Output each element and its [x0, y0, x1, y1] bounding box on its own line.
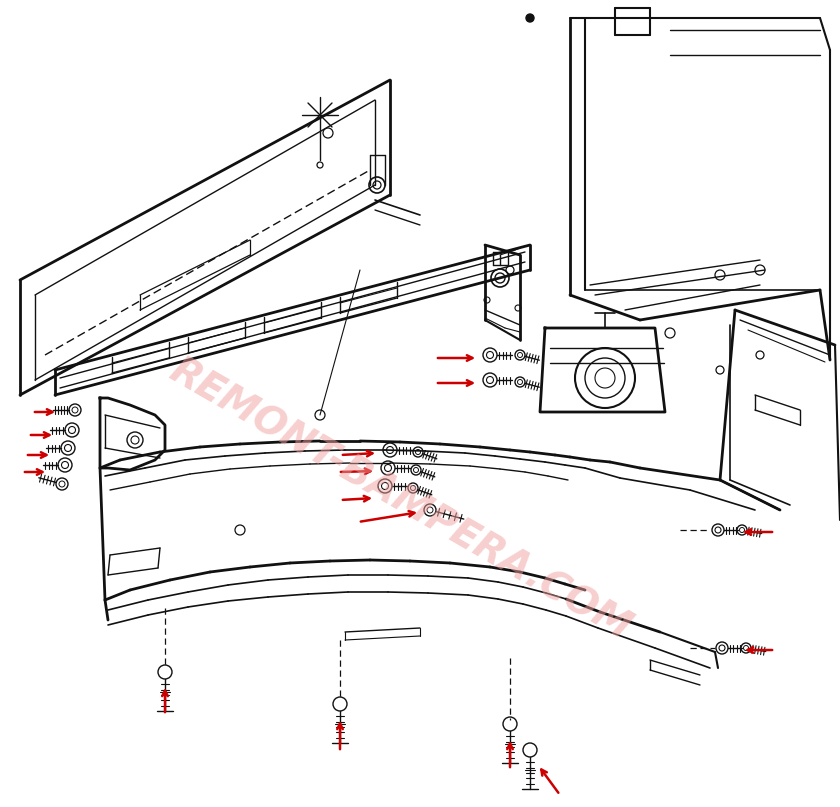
Circle shape — [526, 14, 534, 22]
Text: REMONT-BAMPERA.COM: REMONT-BAMPERA.COM — [163, 352, 638, 648]
